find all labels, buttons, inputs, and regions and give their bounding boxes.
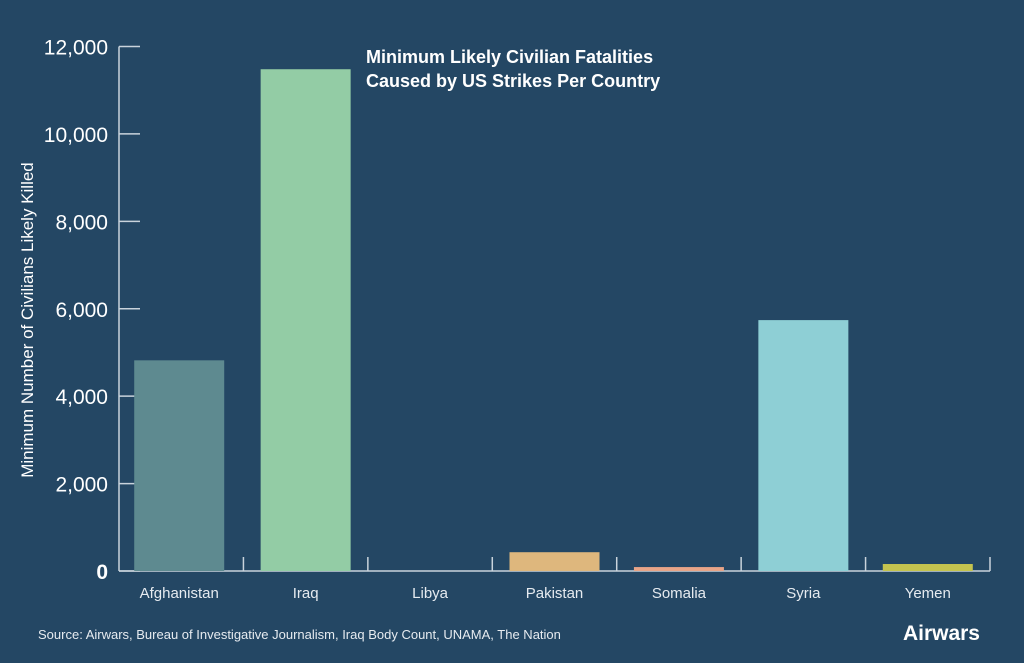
y-tick-label: 12,000 [44, 37, 108, 60]
x-tick-label: Iraq [293, 585, 319, 602]
airwars-logo: Airwars [902, 622, 980, 645]
x-tick-label: Pakistan [526, 585, 584, 602]
bar-afghanistan [134, 360, 225, 571]
bar-yemen [882, 564, 973, 571]
y-tick-label: 2,000 [55, 474, 108, 497]
y-tick-label: 0 [96, 561, 108, 584]
chart-title-line1: Minimum Likely Civilian Fatalities [366, 47, 654, 67]
y-tick-label: 8,000 [55, 211, 108, 234]
bar-somalia [633, 567, 724, 571]
y-axis-label: Minimum Number of Civilians Likely Kille… [18, 162, 37, 478]
chart-title: Minimum Likely Civilian Fatalities Cause… [366, 45, 660, 93]
bar-pakistan [509, 552, 600, 571]
y-tick-label: 6,000 [55, 299, 108, 322]
bar-syria [758, 320, 849, 571]
source-note: Source: Airwars, Bureau of Investigative… [38, 627, 561, 642]
x-tick-label: Somalia [652, 585, 707, 602]
x-tick-label: Syria [786, 585, 821, 602]
y-tick-label: 10,000 [44, 124, 108, 147]
x-tick-label: Libya [412, 585, 449, 602]
chart-title-line2: Caused by US Strikes Per Country [366, 71, 661, 91]
x-tick-label: Yemen [905, 585, 951, 602]
bar-iraq [260, 69, 351, 571]
y-tick-label: 4,000 [55, 386, 108, 409]
x-tick-label: Afghanistan [140, 585, 219, 602]
